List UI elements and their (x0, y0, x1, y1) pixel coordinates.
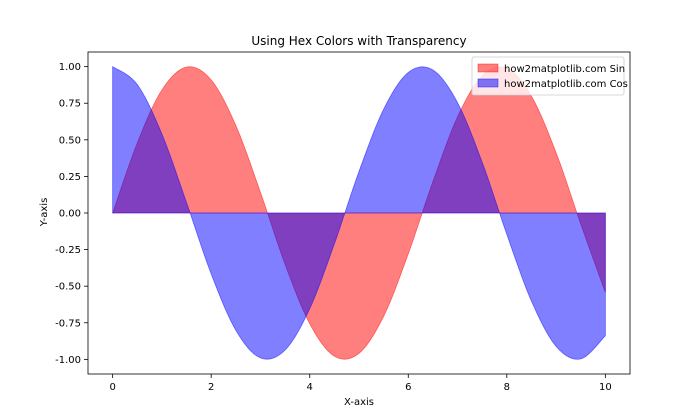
legend-label: how2matplotlib.com Cos (504, 79, 628, 90)
plot-area (87, 51, 631, 375)
y-tick-label: 0.00 (59, 209, 81, 220)
y-axis-label: Y-axis (39, 198, 50, 228)
legend-swatch (477, 78, 499, 88)
y-tick-label: 0.50 (59, 135, 81, 146)
y-tick-label: -0.25 (55, 245, 81, 256)
x-tick-label: 2 (208, 382, 214, 393)
y-tick-label: 0.25 (59, 172, 81, 183)
y-tick-label: -1.00 (55, 355, 81, 366)
series-area-cos (112, 65, 606, 360)
y-tick-label: -0.75 (55, 318, 81, 329)
legend-box (471, 56, 625, 96)
chart-title: Using Hex Colors with Transparency (251, 34, 466, 48)
y-tick-label: 0.75 (59, 99, 81, 110)
y-axis: 1.00 0.75 0.50 0.25 0.00 -0.25 -0.50 -0.75 -1.00 (55, 62, 88, 366)
y-tick-label: -0.50 (55, 282, 81, 293)
x-tick-label: 8 (504, 382, 510, 393)
x-axis-label: X-axis (344, 397, 374, 408)
legend-swatch (477, 63, 499, 73)
x-tick-label: 10 (599, 382, 612, 393)
y-tick-label: 1.00 (59, 62, 81, 73)
legend-label: how2matplotlib.com Sin (504, 64, 625, 75)
x-tick-label: 6 (405, 382, 411, 393)
x-tick-label: 0 (109, 382, 115, 393)
legend: how2matplotlib.com Sin how2matplotlib.com… (471, 56, 628, 96)
x-tick-label: 4 (307, 382, 313, 393)
x-axis: 0 2 4 6 8 10 (109, 374, 612, 393)
